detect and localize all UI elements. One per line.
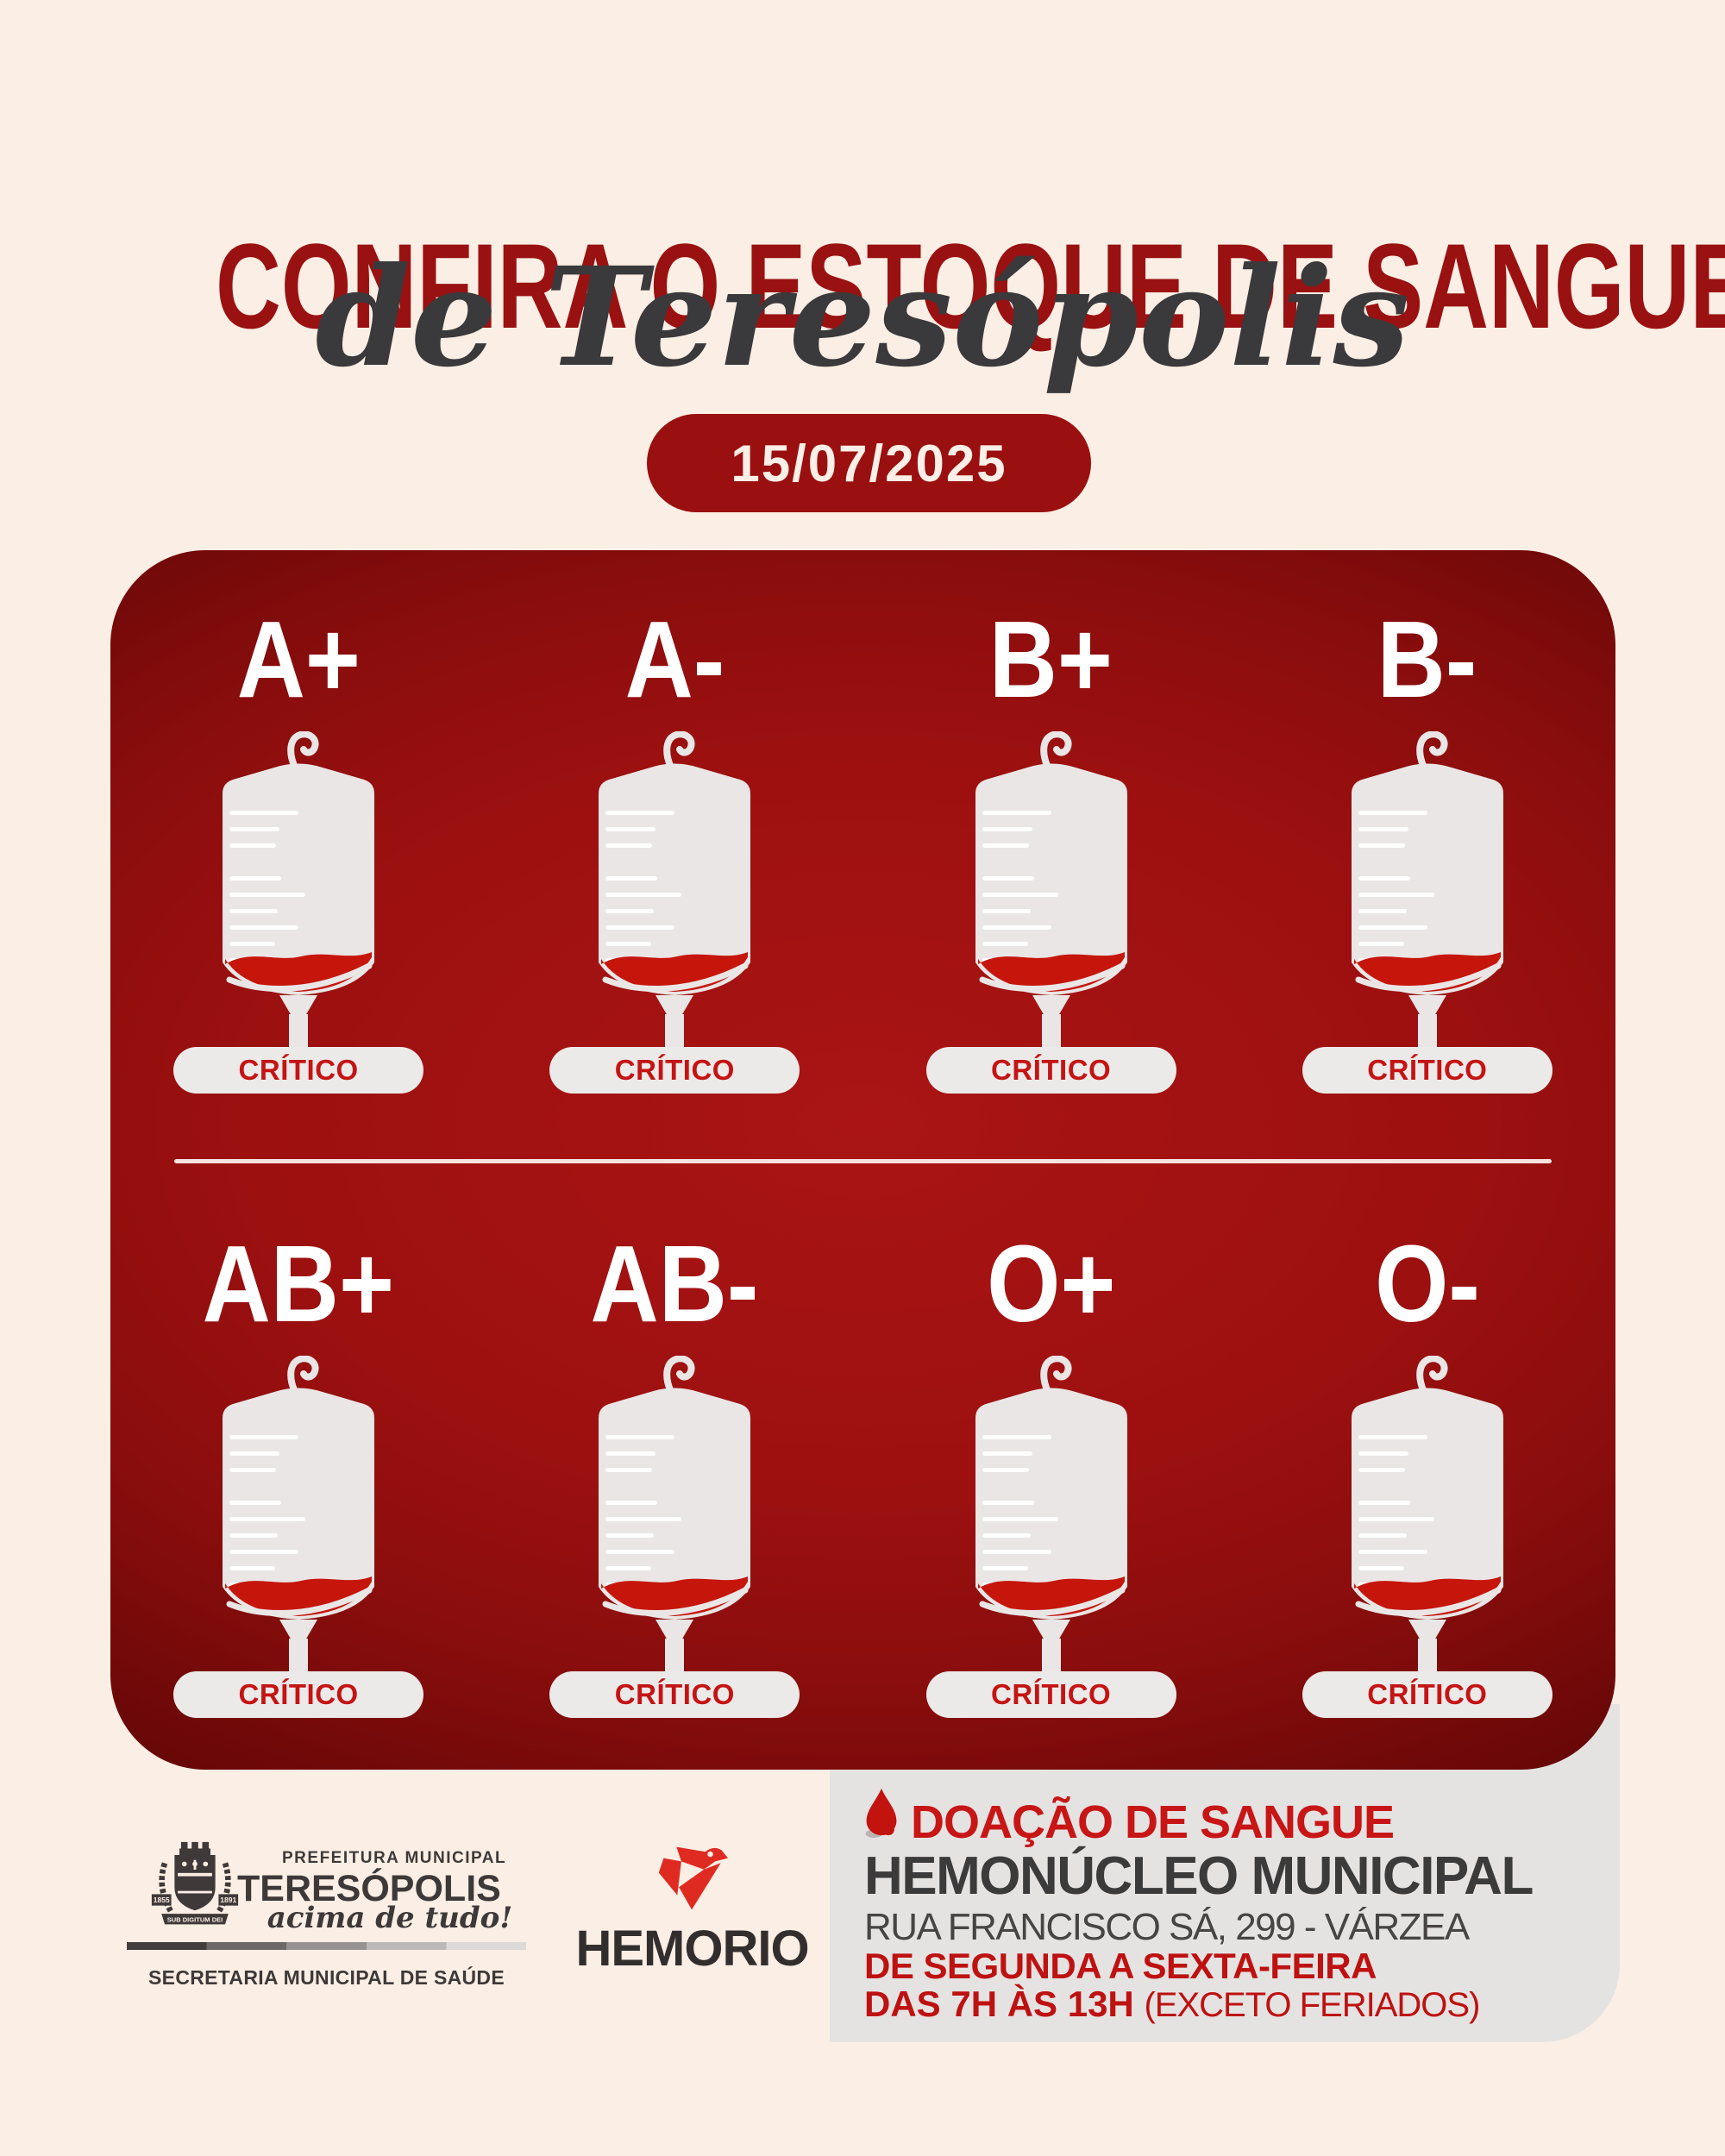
status-text: CRÍTICO	[614, 1678, 735, 1710]
blood-bag-icon	[588, 731, 761, 1054]
stock-cell-o-neg: O- CRÍTICO	[1239, 1230, 1615, 1718]
blood-type-label: A-	[624, 599, 725, 720]
donation-hours-note: (EXCETO FERIADOS)	[1144, 1986, 1480, 2024]
prefeitura-city-name: TERESÓPOLIS	[237, 1868, 501, 1909]
stock-cell-ab-pos: AB+ CRÍTICO	[110, 1230, 486, 1718]
blood-type-label: O-	[1374, 1223, 1480, 1344]
status-text: CRÍTICO	[238, 1054, 359, 1086]
status-badge: CRÍTICO	[1302, 1047, 1552, 1094]
blood-bag-icon	[212, 731, 385, 1054]
donation-heading: DOAÇÃO DE SANGUE	[911, 1796, 1395, 1848]
donation-hours: DAS 7H ÀS 13H	[864, 1984, 1134, 2024]
blood-drop-icon	[865, 1788, 897, 1839]
stock-cell-o-pos: O+ CRÍTICO	[863, 1230, 1239, 1718]
stock-panel: A+ CRÍTICO A- CRÍTICO B+ CRÍTICO B- CRÍT…	[110, 550, 1615, 1770]
crest-year-right: 1891	[220, 1896, 236, 1904]
status-text: CRÍTICO	[614, 1054, 735, 1086]
blood-bag-icon	[212, 1356, 385, 1678]
blood-bag-icon	[1341, 731, 1514, 1054]
hemorio-name: HEMORIO	[575, 1921, 809, 1977]
blood-type-label: B+	[989, 599, 1113, 720]
status-text: CRÍTICO	[1367, 1678, 1488, 1710]
stock-cell-a-pos: A+ CRÍTICO	[110, 605, 486, 1094]
stock-cell-a-neg: A- CRÍTICO	[486, 605, 862, 1094]
date-text: 15/07/2025	[731, 434, 1007, 492]
stock-cell-b-pos: B+ CRÍTICO	[863, 605, 1239, 1094]
status-badge: CRÍTICO	[1302, 1671, 1552, 1718]
stock-row-2: AB+ CRÍTICO AB- CRÍTICO O+ CRÍTICO O- CR…	[110, 1230, 1615, 1718]
blood-type-label: O+	[986, 1223, 1116, 1344]
stock-row-1: A+ CRÍTICO A- CRÍTICO B+ CRÍTICO B- CRÍT…	[110, 605, 1615, 1094]
status-badge: CRÍTICO	[173, 1671, 424, 1718]
status-text: CRÍTICO	[1367, 1054, 1488, 1086]
blood-type-label: AB-	[590, 1223, 759, 1344]
status-text: CRÍTICO	[991, 1678, 1112, 1710]
status-text: CRÍTICO	[238, 1678, 359, 1710]
status-badge: CRÍTICO	[549, 1671, 800, 1718]
status-badge: CRÍTICO	[549, 1047, 800, 1094]
city-crest-icon: 1855 1891 SUB DIGITUM DEI	[151, 1841, 239, 1925]
secretariat-label: SECRETARIA MUNICIPAL DE SAÚDE	[148, 1966, 505, 1989]
status-badge: CRÍTICO	[173, 1047, 424, 1094]
prefeitura-gradient-bar	[127, 1942, 526, 1950]
prefeitura-logo-block: 1855 1891 SUB DIGITUM DEI PREFEITURA MUN…	[127, 1835, 526, 2008]
donation-facility: HEMONÚCLEO MUNICIPAL	[864, 1846, 1534, 1906]
status-badge: CRÍTICO	[925, 1047, 1176, 1094]
donation-weekdays: DE SEGUNDA A SEXTA-FEIRA	[864, 1946, 1377, 1986]
blood-bag-icon	[588, 1356, 761, 1678]
stock-cell-ab-neg: AB- CRÍTICO	[486, 1230, 862, 1718]
hemorio-bird-icon	[658, 1846, 728, 1910]
panel-divider	[174, 1159, 1552, 1163]
crest-year-left: 1855	[154, 1896, 170, 1904]
blood-type-label: B-	[1377, 599, 1477, 720]
page-subtitle-script: de Teresópolis	[315, 238, 1410, 398]
donation-address: RUA FRANCISCO SÁ, 299 - VÁRZEA	[864, 1906, 1470, 1948]
stock-cell-b-neg: B- CRÍTICO	[1239, 605, 1615, 1094]
status-text: CRÍTICO	[991, 1054, 1112, 1086]
status-badge: CRÍTICO	[925, 1671, 1176, 1718]
crest-motto: SUB DIGITUM DEI	[167, 1916, 223, 1924]
blood-bag-icon	[965, 1356, 1138, 1678]
hemorio-logo-block: HEMORIO	[569, 1842, 815, 1977]
page-title: CONFIRA O ESTOQUE DE SANGUE	[216, 217, 1725, 354]
blood-type-label: A+	[236, 599, 361, 720]
blood-bag-icon	[965, 731, 1138, 1054]
date-badge: 15/07/2025	[647, 414, 1091, 512]
prefeitura-slogan: acima de tudo!	[267, 1901, 513, 1935]
donation-hours-line: DAS 7H ÀS 13H (EXCETO FERIADOS)	[864, 1984, 1480, 2025]
prefeitura-top-line: PREFEITURA MUNICIPAL	[282, 1849, 507, 1867]
blood-bag-icon	[1341, 1356, 1514, 1678]
blood-type-label: AB+	[202, 1223, 395, 1344]
